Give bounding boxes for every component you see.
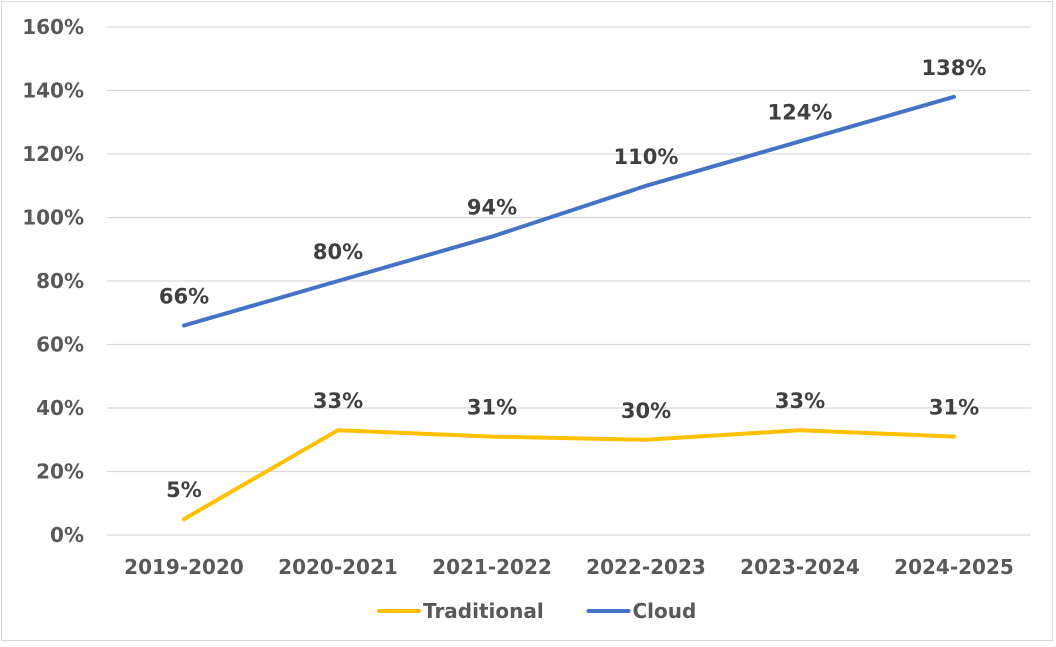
y-tick-label: 140% xyxy=(22,79,84,103)
legend-label-cloud: Cloud xyxy=(633,599,697,623)
gridlines xyxy=(107,27,1031,535)
series-line-cloud xyxy=(184,97,954,326)
data-label-traditional: 5% xyxy=(166,478,202,502)
y-tick-label: 160% xyxy=(22,15,84,39)
legend-label-traditional: Traditional xyxy=(423,599,544,623)
x-tick-label: 2021-2022 xyxy=(432,555,552,579)
data-label-traditional: 33% xyxy=(775,389,825,413)
data-label-cloud: 80% xyxy=(313,240,363,264)
data-label-cloud: 124% xyxy=(768,100,833,124)
legend: Traditional Cloud xyxy=(379,599,696,623)
y-axis-tick-labels: 0% 20% 40% 60% 80% 100% 120% 140% 160% xyxy=(22,15,84,547)
x-axis-tick-labels: 2019-2020 2020-2021 2021-2022 2022-2023 2023… xyxy=(124,555,1014,579)
y-tick-label: 100% xyxy=(22,206,84,230)
y-tick-label: 20% xyxy=(36,460,84,484)
y-tick-label: 120% xyxy=(22,142,84,166)
y-tick-label: 80% xyxy=(36,269,84,293)
y-tick-label: 60% xyxy=(36,333,84,357)
data-label-cloud: 66% xyxy=(159,284,209,308)
data-label-cloud: 138% xyxy=(922,56,987,80)
data-label-traditional: 31% xyxy=(467,396,517,420)
x-tick-label: 2024-2025 xyxy=(894,555,1014,579)
data-label-cloud: 110% xyxy=(614,145,679,169)
x-tick-label: 2020-2021 xyxy=(278,555,398,579)
series-lines xyxy=(184,97,954,519)
x-tick-label: 2023-2024 xyxy=(740,555,860,579)
x-tick-label: 2022-2023 xyxy=(586,555,706,579)
data-label-traditional: 33% xyxy=(313,389,363,413)
y-tick-label: 40% xyxy=(36,396,84,420)
data-label-traditional: 31% xyxy=(929,396,979,420)
data-label-cloud: 94% xyxy=(467,196,517,220)
y-tick-label: 0% xyxy=(50,523,84,547)
x-tick-label: 2019-2020 xyxy=(124,555,244,579)
series-line-traditional xyxy=(184,430,954,519)
data-label-traditional: 30% xyxy=(621,399,671,423)
